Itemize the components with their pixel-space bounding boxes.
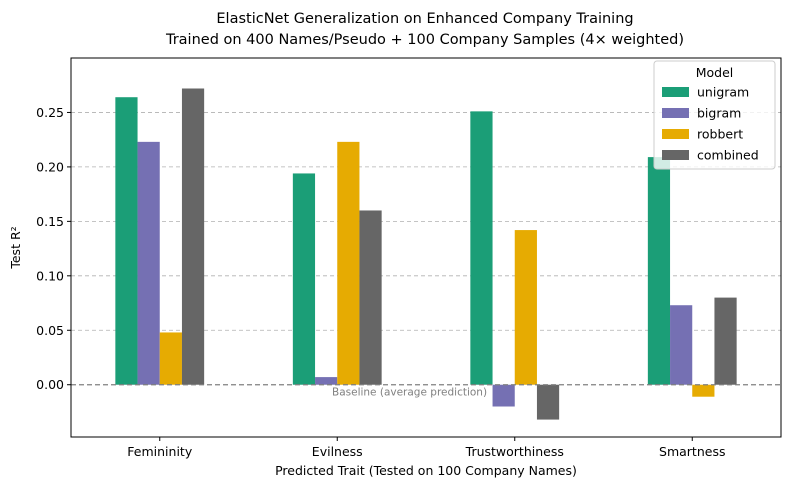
legend: Model unigram bigram robbert combined (653, 60, 776, 170)
y-tick-label: 0.05 (36, 323, 64, 338)
bar-bigram-smartness (670, 305, 693, 385)
x-tick-label: Trustworthiness (465, 444, 564, 459)
x-axis-label: Predicted Trait (Tested on 100 Company N… (275, 463, 577, 478)
bar-combined-trustworthiness (536, 384, 560, 420)
plot-frame (70, 57, 782, 438)
y-tick-label: 0.15 (36, 214, 64, 229)
x-tick-label: Femininity (127, 444, 193, 459)
bar-robbert-femininity (159, 332, 182, 385)
bar-bigram-evilness (315, 377, 338, 385)
x-tick-label: Evilness (312, 444, 363, 459)
bar-robbert-smartness (692, 384, 715, 397)
bar-unigram-smartness (647, 157, 671, 385)
legend-label-robbert: robbert (697, 127, 743, 142)
bar-unigram-femininity (115, 97, 138, 385)
bars (115, 88, 737, 420)
y-tick-label: 0.25 (36, 105, 64, 120)
legend-title: Model (696, 65, 734, 80)
bar-bigram-femininity (137, 141, 160, 385)
bar-bigram-trustworthiness (492, 384, 515, 407)
bar-combined-evilness (359, 210, 382, 385)
y-tick-label: 0.20 (36, 159, 64, 174)
chart-title-line-1: ElasticNet Generalization on Enhanced Co… (216, 11, 633, 27)
legend-swatch-bigram (662, 108, 689, 118)
bar-unigram-trustworthiness (470, 111, 493, 385)
legend-swatch-robbert (662, 129, 689, 139)
x-tick-label: Smartness (659, 444, 725, 459)
bar-robbert-trustworthiness (514, 230, 537, 385)
x-axis-ticks: Femininity Evilness Trustworthiness Smartne… (127, 437, 725, 459)
legend-label-combined: combined (697, 148, 759, 163)
legend-swatch-unigram (662, 87, 689, 97)
y-axis-label: Test R² (8, 226, 23, 269)
baseline-annotation: Baseline (average prediction) (332, 387, 487, 399)
bar-combined-smartness (714, 297, 737, 385)
bar-unigram-evilness (292, 173, 316, 385)
legend-swatch-combined (662, 150, 689, 160)
y-tick-label: 0.00 (36, 377, 64, 392)
bar-combined-femininity (181, 88, 205, 385)
legend-label-unigram: unigram (697, 85, 749, 100)
chart-title-line-2: Trained on 400 Names/Pseudo + 100 Compan… (165, 32, 684, 48)
legend-label-bigram: bigram (697, 106, 741, 121)
y-axis-ticks: 0.00 0.05 0.10 0.15 0.20 0.25 (36, 105, 71, 392)
bar-robbert-evilness (337, 141, 360, 385)
y-tick-label: 0.10 (36, 268, 64, 283)
